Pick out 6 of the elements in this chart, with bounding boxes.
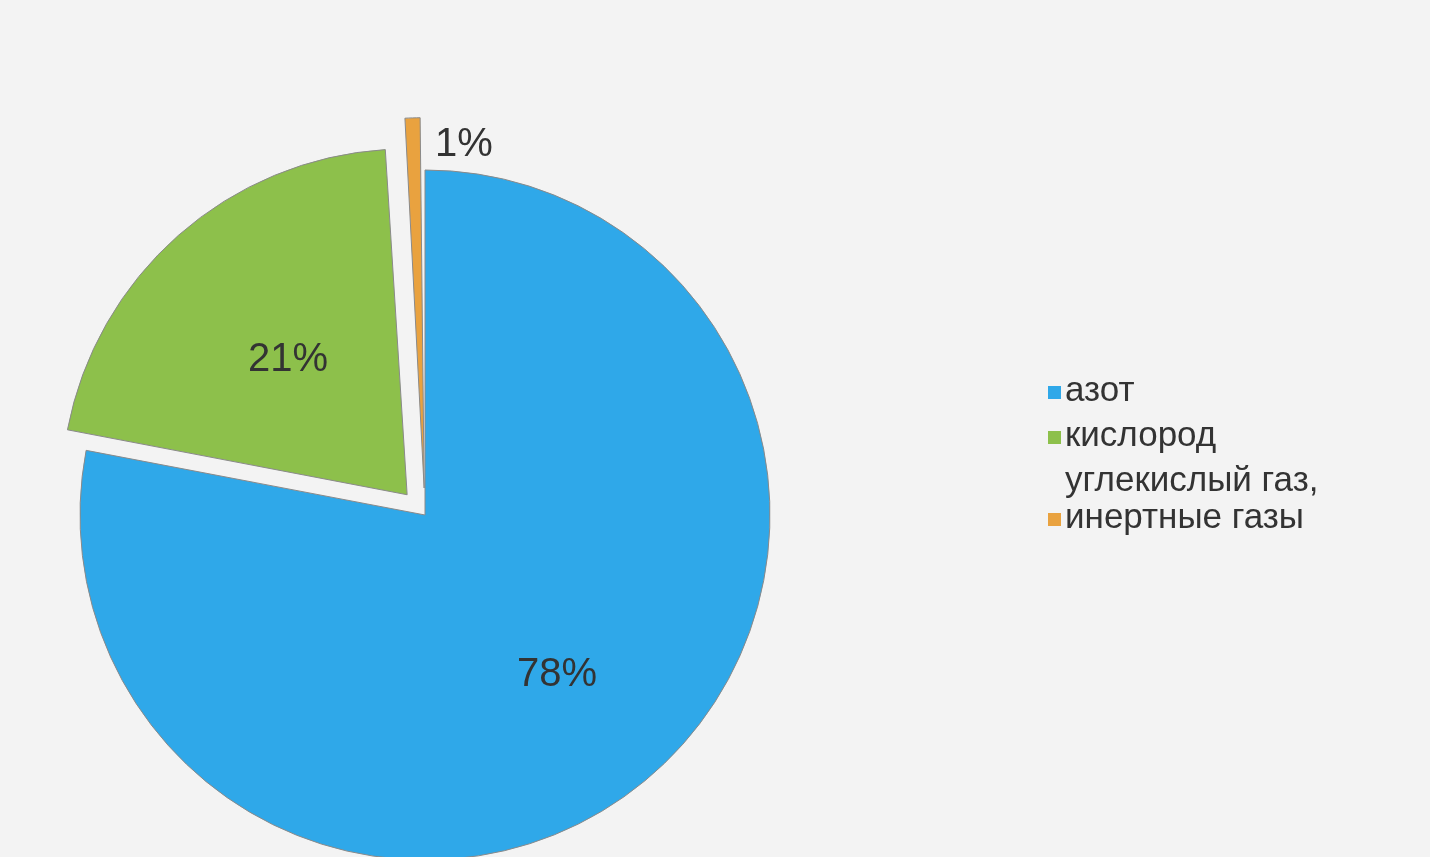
data-label: 1% <box>434 120 493 165</box>
legend-label: углекислый газ, инертные газы <box>1065 459 1320 537</box>
data-label: 21% <box>248 334 329 379</box>
data-label: 78% <box>516 649 597 694</box>
legend-label: азот <box>1065 369 1135 410</box>
legend-label: кислород <box>1065 414 1217 455</box>
